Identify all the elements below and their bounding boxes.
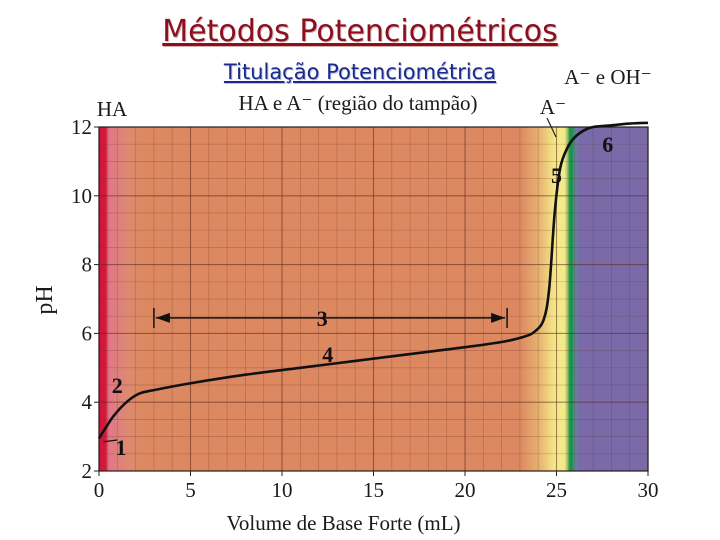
- x-tick-label: 20: [455, 478, 476, 502]
- x-tick-label: 15: [363, 478, 384, 502]
- annotations: 1 2 3 4 5 6: [103, 132, 613, 460]
- x-tick-label: 5: [185, 478, 196, 502]
- region-label-buffer: HA e A⁻ (região do tampão): [238, 91, 477, 115]
- x-tick-label: 25: [546, 478, 567, 502]
- x-axis-label: Volume de Base Forte (mL): [226, 511, 460, 535]
- y-tick-label: 8: [82, 253, 93, 277]
- region-label-a: A⁻: [540, 95, 566, 119]
- annotation-label-3: 3: [317, 306, 328, 331]
- annotation-label-4: 4: [322, 342, 333, 367]
- x-tick-label: 30: [638, 478, 659, 502]
- annotation-label-2: 2: [112, 373, 123, 398]
- annotation-label-6: 6: [602, 132, 613, 157]
- y-tick-label: 2: [82, 459, 93, 483]
- annotation-label-1: 1: [115, 435, 126, 460]
- titration-curve: [97, 121, 649, 440]
- buffer-arrow: [153, 307, 508, 328]
- buffer-arrow-head-right: [491, 312, 506, 323]
- region-label-ha: HA: [97, 97, 128, 121]
- series-curve: [97, 121, 649, 440]
- grid: [98, 126, 649, 472]
- annotation-1-pointer: [103, 439, 118, 443]
- x-tick-label: 0: [94, 478, 105, 502]
- axes: [94, 126, 649, 476]
- region-a-pointer: [546, 117, 557, 138]
- y-tick-label: 6: [82, 321, 93, 345]
- y-tick-label: 4: [82, 390, 93, 414]
- buffer-arrow-head-left: [155, 312, 170, 323]
- y-tick-label: 12: [71, 115, 92, 139]
- x-tick-label: 10: [272, 478, 293, 502]
- slide-subtitle: Titulação Potenciométrica: [223, 60, 497, 84]
- slide-title: Métodos Potenciométricos: [162, 14, 558, 49]
- annotation-label-5: 5: [551, 163, 562, 188]
- region-label-a-oh: A⁻ e OH⁻: [564, 65, 652, 89]
- y-axis-label: pH: [32, 285, 58, 314]
- y-tick-label: 10: [71, 184, 92, 208]
